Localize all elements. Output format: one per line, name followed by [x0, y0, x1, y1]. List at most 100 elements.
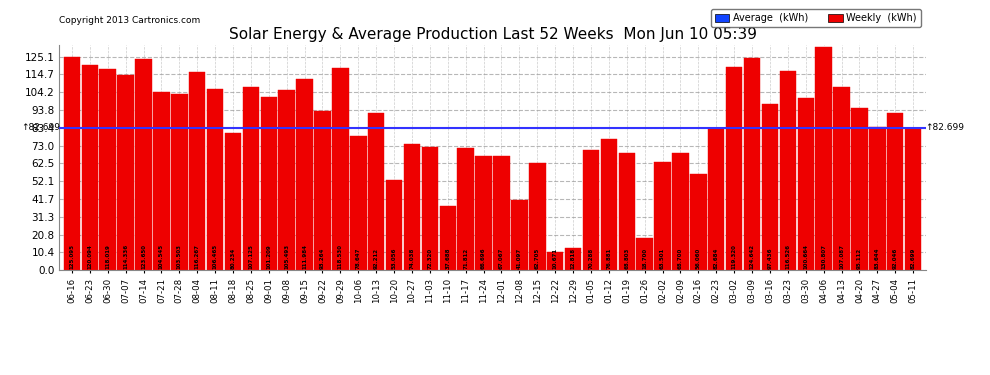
Bar: [171, 94, 187, 270]
Bar: [118, 75, 134, 270]
Bar: [99, 69, 116, 270]
Bar: [296, 79, 313, 270]
Text: 71.812: 71.812: [463, 248, 468, 269]
Text: 10.671: 10.671: [552, 248, 557, 269]
Text: 92.046: 92.046: [893, 248, 898, 269]
Text: 118.530: 118.530: [338, 244, 343, 269]
Bar: [136, 59, 151, 270]
Text: 100.664: 100.664: [803, 244, 808, 269]
Text: 18.700: 18.700: [643, 248, 647, 269]
Bar: [189, 72, 206, 270]
Text: 78.647: 78.647: [355, 248, 360, 269]
Bar: [350, 136, 366, 270]
Text: 67.067: 67.067: [499, 248, 504, 269]
Text: 116.526: 116.526: [785, 244, 790, 269]
Text: 68.700: 68.700: [678, 248, 683, 269]
Text: 95.112: 95.112: [857, 248, 862, 269]
Bar: [672, 153, 689, 270]
Text: 56.060: 56.060: [696, 248, 701, 269]
Bar: [887, 113, 904, 270]
Bar: [816, 47, 832, 270]
Text: 105.493: 105.493: [284, 244, 289, 269]
Bar: [654, 162, 671, 270]
Bar: [81, 65, 98, 270]
Text: 83.644: 83.644: [875, 248, 880, 269]
Text: 66.696: 66.696: [481, 248, 486, 269]
Bar: [798, 98, 814, 270]
Text: 74.038: 74.038: [410, 248, 415, 269]
Bar: [851, 108, 867, 270]
Text: Copyright 2013 Cartronics.com: Copyright 2013 Cartronics.com: [59, 16, 201, 25]
Bar: [457, 148, 474, 270]
Text: 37.688: 37.688: [446, 248, 450, 269]
Bar: [708, 129, 725, 270]
Bar: [153, 92, 169, 270]
Text: 125.095: 125.095: [69, 244, 74, 269]
Bar: [583, 150, 599, 270]
Text: 72.320: 72.320: [428, 248, 433, 269]
Text: ↑82.699: ↑82.699: [22, 123, 60, 132]
Bar: [546, 252, 563, 270]
Text: 68.803: 68.803: [625, 248, 630, 269]
Bar: [440, 206, 456, 270]
Bar: [601, 139, 617, 270]
Bar: [314, 111, 331, 270]
Bar: [726, 67, 742, 270]
Legend: Average  (kWh), Weekly  (kWh): Average (kWh), Weekly (kWh): [711, 9, 921, 27]
Bar: [493, 156, 510, 270]
Bar: [637, 238, 652, 270]
Bar: [243, 87, 259, 270]
Bar: [743, 57, 760, 270]
Text: 111.984: 111.984: [302, 244, 307, 269]
Text: 82.699: 82.699: [911, 248, 916, 269]
Bar: [529, 163, 545, 270]
Bar: [333, 68, 348, 270]
Text: 103.503: 103.503: [177, 244, 182, 269]
Text: 106.465: 106.465: [213, 244, 218, 269]
Text: 119.320: 119.320: [732, 244, 737, 269]
Text: 80.234: 80.234: [231, 248, 236, 269]
Text: 76.881: 76.881: [606, 248, 612, 269]
Bar: [761, 104, 778, 270]
Bar: [511, 200, 528, 270]
Bar: [869, 128, 886, 270]
Bar: [207, 88, 224, 270]
Bar: [386, 180, 402, 270]
Bar: [278, 90, 295, 270]
Bar: [260, 98, 277, 270]
Bar: [565, 248, 581, 270]
Text: 107.125: 107.125: [248, 244, 253, 269]
Text: 82.684: 82.684: [714, 248, 719, 269]
Text: 124.642: 124.642: [749, 244, 754, 269]
Bar: [619, 153, 635, 270]
Text: ↑82.699: ↑82.699: [926, 123, 964, 132]
Text: 53.056: 53.056: [392, 248, 397, 269]
Title: Solar Energy & Average Production Last 52 Weeks  Mon Jun 10 05:39: Solar Energy & Average Production Last 5…: [229, 27, 756, 42]
Bar: [905, 129, 922, 270]
Text: 92.212: 92.212: [373, 248, 379, 269]
Text: 41.097: 41.097: [517, 248, 522, 269]
Bar: [475, 156, 492, 270]
Bar: [779, 71, 796, 270]
Text: 62.705: 62.705: [535, 248, 540, 269]
Bar: [834, 87, 849, 270]
Text: 107.087: 107.087: [840, 244, 844, 269]
Bar: [225, 133, 242, 270]
Text: 97.436: 97.436: [767, 248, 772, 269]
Text: 123.650: 123.650: [141, 244, 146, 269]
Text: 104.545: 104.545: [159, 244, 164, 269]
Bar: [368, 113, 384, 270]
Text: 114.336: 114.336: [123, 244, 128, 269]
Bar: [404, 144, 420, 270]
Text: 70.288: 70.288: [588, 248, 593, 269]
Bar: [422, 147, 439, 270]
Bar: [63, 57, 80, 270]
Text: 120.094: 120.094: [87, 244, 92, 269]
Text: 63.501: 63.501: [660, 248, 665, 269]
Text: 101.209: 101.209: [266, 244, 271, 269]
Text: 93.264: 93.264: [320, 248, 325, 269]
Text: 116.267: 116.267: [195, 244, 200, 269]
Text: 12.818: 12.818: [570, 248, 575, 269]
Text: 130.807: 130.807: [821, 244, 826, 269]
Bar: [690, 174, 707, 270]
